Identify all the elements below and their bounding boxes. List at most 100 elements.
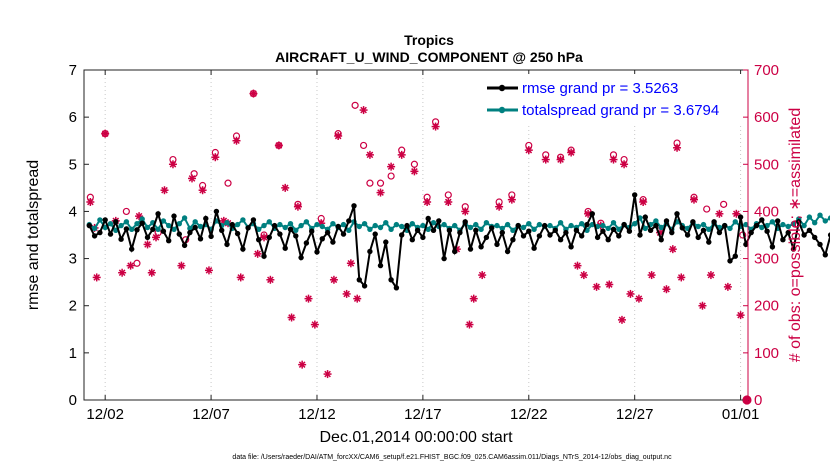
totalspread-point (383, 220, 389, 226)
rmse-point (224, 241, 230, 248)
rmse-point (298, 254, 304, 261)
rmse-point (684, 232, 691, 238)
rmse-point (722, 222, 728, 229)
rmse-point (552, 227, 558, 233)
rmse-point (520, 233, 527, 239)
rmse-point (579, 233, 585, 239)
rmse-point (102, 217, 108, 223)
rmse-point (250, 217, 257, 223)
rmse-point (478, 244, 484, 250)
obs-assimilated-point (524, 146, 533, 155)
y-tick-label-left: 2 (69, 298, 77, 315)
rmse-point (663, 218, 670, 224)
totalspread-point (473, 221, 479, 228)
totalspread-point (827, 215, 830, 221)
rmse-point (425, 215, 431, 222)
obs-assimilated-point (253, 249, 262, 258)
rmse-point (309, 228, 315, 234)
totalspread-point (261, 222, 267, 229)
totalspread-point (504, 221, 511, 228)
rmse-point (144, 234, 151, 241)
rmse-point (293, 233, 299, 239)
rmse-point (234, 230, 241, 237)
rmse-point (753, 222, 760, 229)
rmse-point (605, 237, 611, 243)
rmse-point (452, 248, 458, 255)
y-tick-label-left: 3 (69, 251, 77, 268)
obs-assimilated-point (662, 285, 671, 294)
rmse-point (361, 283, 368, 289)
rmse-point (584, 221, 590, 228)
obs-assimilated-point (334, 132, 343, 140)
data-file-footnote: data file: /Users/raeder/DAI/ATM_forcXX/… (232, 454, 672, 461)
obs-assimilated-point (397, 150, 406, 159)
rmse-point (457, 229, 463, 236)
totalspread-point (441, 221, 447, 228)
obs-assimilated-point (541, 155, 550, 164)
rmse-point (822, 252, 828, 258)
totalspread-point (118, 222, 124, 229)
rmse-point (166, 238, 172, 244)
totalspread-point (361, 221, 368, 227)
rmse-point (594, 234, 601, 241)
obs-layer (86, 89, 752, 405)
rmse-point (271, 222, 278, 229)
rmse-point (806, 227, 813, 233)
totalspread-point (610, 220, 617, 226)
obs-assimilated-point (677, 273, 686, 282)
totalspread-point (785, 223, 791, 230)
rmse-point (743, 241, 749, 248)
obs-assimilated-point (387, 162, 396, 171)
totalspread-point (700, 221, 707, 228)
rmse-point (245, 225, 251, 231)
totalspread-point (256, 226, 262, 232)
y-tick-label-left: 7 (69, 62, 77, 79)
rmse-point (351, 203, 357, 209)
rmse-point (706, 239, 712, 245)
rmse-point (785, 229, 791, 236)
totalspread-point (706, 226, 712, 232)
totalspread-point (234, 221, 241, 228)
totalspread-point (240, 217, 246, 223)
rmse-point (600, 228, 606, 234)
totalspread-point (346, 227, 352, 233)
totalspread-point (806, 214, 813, 220)
chart-subtitle: AIRCRAFT_U_WIND_COMPONENT @ 250 hPa (275, 49, 583, 65)
obs-assimilated-point (465, 320, 474, 329)
rmse-point (610, 226, 617, 232)
x-tick-label: 12/02 (86, 406, 124, 423)
rmse-point (489, 225, 495, 231)
rmse-point (494, 241, 500, 248)
totalspread-point (377, 224, 384, 231)
totalspread-point (171, 226, 177, 232)
rmse-point (240, 246, 246, 252)
totalspread-point (658, 224, 664, 231)
rmse-point (764, 228, 770, 234)
rmse-point (287, 226, 294, 232)
totalspread-point (166, 222, 172, 229)
rmse-point (256, 237, 262, 243)
x-tick-label: 12/07 (192, 406, 230, 423)
x-tick-label: 01/01 (722, 406, 760, 423)
totalspread-point (409, 221, 415, 227)
obs-assimilated-point (567, 148, 576, 157)
obs-assimilated-point (236, 273, 245, 282)
obs-assimilated-point (147, 268, 156, 277)
obs-assimilated-point (689, 195, 698, 204)
totalspread-point (579, 221, 585, 227)
totalspread-point (801, 222, 807, 229)
rmse-point (711, 219, 717, 225)
obs-possible-point (366, 179, 374, 187)
totalspread-point (420, 222, 426, 229)
totalspread-point (499, 225, 505, 232)
obs-assimilated-point (353, 294, 362, 303)
totalspread-point (176, 221, 182, 227)
obs-assimilated-point (376, 188, 385, 197)
rmse-point (123, 226, 130, 232)
obs-possible-point (387, 172, 395, 180)
totalspread-point (727, 225, 733, 232)
legend-spread-marker (498, 106, 506, 114)
rmse-point (790, 246, 797, 252)
rmse-point (573, 227, 580, 233)
obs-possible-point (376, 179, 385, 187)
